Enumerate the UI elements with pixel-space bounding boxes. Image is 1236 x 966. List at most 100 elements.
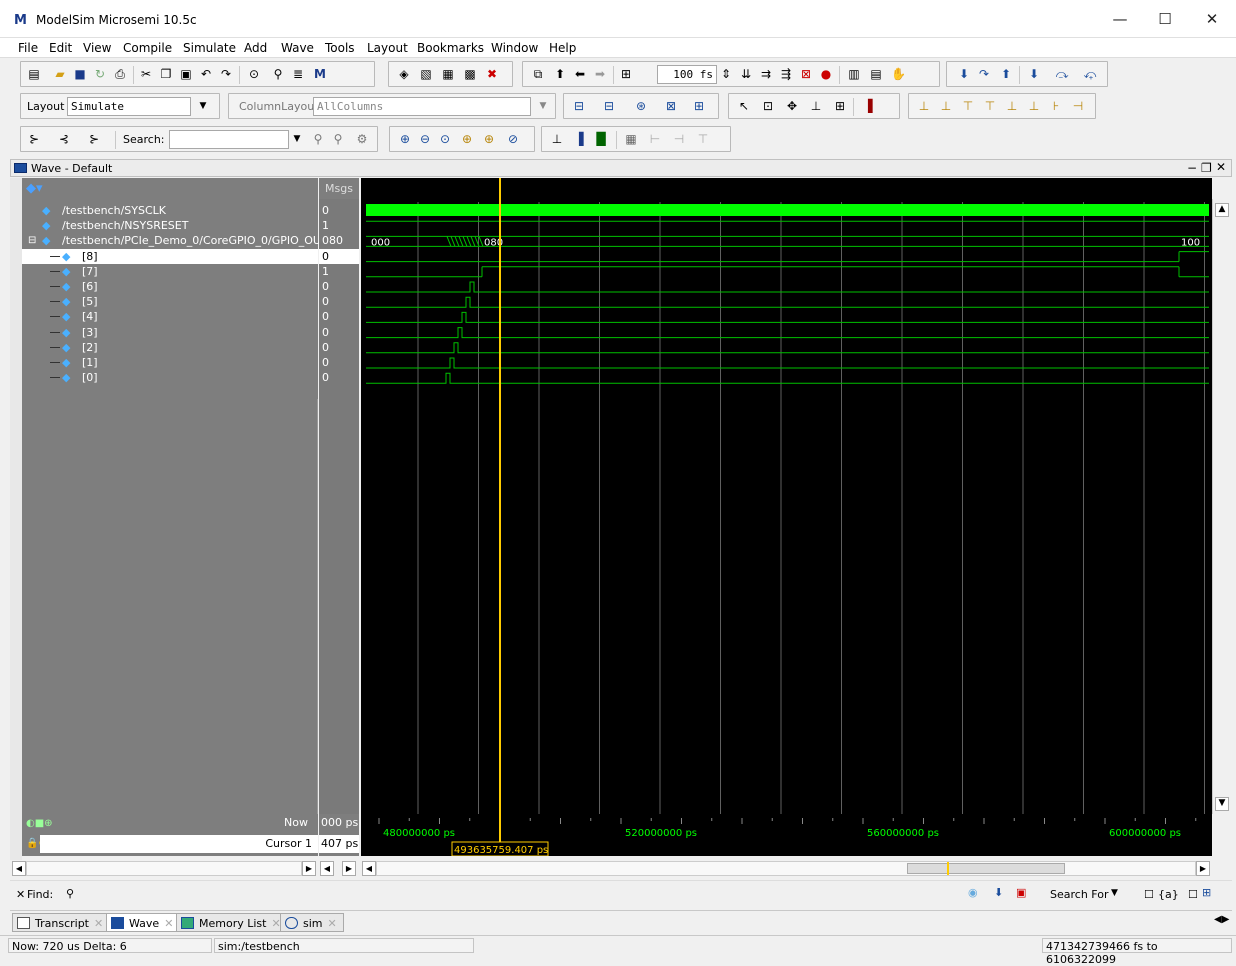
up-arrow-icon[interactable]: ⬆ bbox=[554, 67, 566, 81]
stretch-edge-icon[interactable]: ⊞ bbox=[693, 99, 705, 113]
stop-icon[interactable]: ✖ bbox=[486, 67, 498, 81]
tab-wave[interactable]: Wave ✕ bbox=[106, 913, 181, 932]
signal-row[interactable]: ◆ /testbench/SYSCLK bbox=[22, 203, 318, 218]
print-icon[interactable]: ⎙ bbox=[115, 67, 125, 81]
waveform-canvas[interactable]: 000 080 100 bbox=[361, 178, 1212, 814]
tab-close-icon[interactable]: ✕ bbox=[164, 917, 174, 930]
signal-row[interactable]: ◆ [1] bbox=[22, 355, 318, 370]
edit-wave-icon[interactable]: ⊛ bbox=[635, 99, 647, 113]
search-for-dropdown-icon[interactable]: ▼ bbox=[1111, 888, 1118, 898]
next-rising-icon[interactable]: ⊣ bbox=[1072, 99, 1084, 113]
zoom-cursor-icon[interactable]: ⊕ bbox=[461, 132, 473, 146]
insert-breakpoint-icon[interactable]: ⊟ bbox=[603, 99, 615, 113]
undo-icon[interactable]: ↶ bbox=[200, 67, 212, 81]
select-mode-icon[interactable]: ↖ bbox=[738, 99, 750, 113]
layout-select[interactable]: Simulate bbox=[67, 97, 191, 116]
zoom-in-icon[interactable]: ⊕ bbox=[399, 132, 411, 146]
prev-edge-icon[interactable]: ⊤ bbox=[962, 99, 974, 113]
run-icon[interactable]: ⇊ bbox=[740, 67, 752, 81]
scroll-up-icon[interactable]: ▲ bbox=[1215, 203, 1229, 217]
find-close-icon[interactable]: ✕ bbox=[16, 888, 26, 901]
name-scroll-right-icon[interactable]: ▶ bbox=[302, 861, 316, 876]
msg-scroll-right-icon[interactable]: ▶ bbox=[342, 861, 356, 876]
step-out-cfg-icon[interactable]: ⤽ bbox=[1083, 67, 1097, 81]
bookmark-next-icon[interactable]: ⊱ bbox=[88, 132, 100, 146]
wave-step-icon[interactable]: ⊤ bbox=[697, 132, 709, 146]
signal-row[interactable]: ◆ /testbench/NSYSRESET bbox=[22, 218, 318, 233]
run-length-spinner-icon[interactable]: ⇕ bbox=[720, 67, 732, 81]
menu-layout[interactable]: Layout bbox=[367, 41, 408, 55]
search-for-button[interactable]: Search For bbox=[1050, 888, 1109, 901]
wave-scroll-right-icon[interactable]: ▶ bbox=[1196, 861, 1210, 876]
waveform-pane[interactable]: 000 080 100 bbox=[361, 178, 1212, 814]
continue-icon[interactable]: ⇉ bbox=[760, 67, 772, 81]
menu-wave[interactable]: Wave bbox=[281, 41, 314, 55]
signal-row[interactable]: ◆ [4] bbox=[22, 309, 318, 324]
zoom-out-icon[interactable]: ⊖ bbox=[419, 132, 431, 146]
regex-checkbox[interactable]: ☐ bbox=[1188, 888, 1198, 901]
cut-icon[interactable]: ✂ bbox=[140, 67, 152, 81]
tab-close-icon[interactable]: ✕ bbox=[327, 917, 337, 930]
paste-icon[interactable]: ▣ bbox=[180, 67, 192, 81]
open-folder-icon[interactable]: ▰ bbox=[55, 67, 65, 81]
signal-row[interactable]: ◆ [0] bbox=[22, 370, 318, 385]
layout-dropdown-icon[interactable]: ▼ bbox=[199, 101, 207, 111]
search-back-icon[interactable]: ⚲ bbox=[333, 132, 343, 146]
measure-icon[interactable]: ⊞ bbox=[834, 99, 846, 113]
restore-icon[interactable]: ❐ bbox=[1201, 161, 1212, 175]
search-forward-icon[interactable]: ⚲ bbox=[313, 132, 323, 146]
hand-icon[interactable]: ✋ bbox=[891, 67, 906, 81]
signal-row[interactable]: ◆ [7] bbox=[22, 264, 318, 279]
wave-scroll-left-icon[interactable]: ◀ bbox=[362, 861, 376, 876]
wave-hscrollbar[interactable] bbox=[376, 861, 1196, 876]
tab-memory-list[interactable]: Memory List ✕ bbox=[176, 913, 288, 932]
zoom-full-icon[interactable]: ⊙ bbox=[439, 132, 451, 146]
save-icon[interactable]: ■ bbox=[74, 67, 86, 81]
collapse-icon[interactable]: ⊟ bbox=[28, 235, 37, 247]
simulate-icon[interactable]: ▦ bbox=[442, 67, 454, 81]
name-hscrollbar[interactable] bbox=[26, 861, 302, 876]
wave-hscroll-thumb[interactable] bbox=[907, 863, 1065, 874]
menu-file[interactable]: File bbox=[18, 41, 39, 55]
signal-row[interactable]: ◆ [6] bbox=[22, 279, 318, 294]
step-over-icon[interactable]: ↷ bbox=[978, 67, 990, 81]
memory-profile-icon[interactable]: ▤ bbox=[870, 67, 882, 81]
menu-edit[interactable]: Edit bbox=[49, 41, 73, 55]
step-into-icon[interactable]: ⬇ bbox=[1028, 67, 1040, 81]
pan-mode-icon[interactable]: ✥ bbox=[786, 99, 798, 113]
maximize-button[interactable]: ☐ bbox=[1158, 10, 1172, 28]
find-icon[interactable]: ⚲ bbox=[273, 67, 283, 81]
break-run-icon[interactable]: ⊠ bbox=[800, 67, 812, 81]
menu-tools[interactable]: Tools bbox=[325, 41, 355, 55]
signal-row[interactable]: ⊟ ◆ /testbench/PCIe_Demo_0/CoreGPIO_0/GPIO… bbox=[22, 233, 328, 248]
step-icon[interactable]: ⬇ bbox=[958, 67, 970, 81]
run-all-icon[interactable]: ⇶ bbox=[780, 67, 792, 81]
compile-icon[interactable]: ◈ bbox=[399, 67, 409, 81]
edit-mode-icon[interactable]: ⊥ bbox=[810, 99, 822, 113]
name-scroll-left-icon[interactable]: ◀ bbox=[12, 861, 26, 876]
find-next-icon[interactable]: ⬇ bbox=[994, 886, 1004, 899]
menu-help[interactable]: Help bbox=[549, 41, 577, 55]
bookmark-prev-icon[interactable]: ⊰ bbox=[58, 132, 70, 146]
performance-icon[interactable]: ▥ bbox=[848, 67, 860, 81]
find-prev-icon[interactable]: ◉ bbox=[968, 886, 978, 899]
search-dropdown-icon[interactable]: ▼ bbox=[293, 134, 301, 144]
bookmark-add-icon[interactable]: ⊱ bbox=[28, 132, 40, 146]
time-axis[interactable]: 480000000 ps 520000000 ps 560000000 ps 6000… bbox=[361, 814, 1227, 857]
wave-literal-icon[interactable]: ⊥ bbox=[551, 132, 563, 146]
column-layout-dropdown-icon[interactable]: ▼ bbox=[539, 101, 547, 111]
break-sim-icon[interactable]: ▩ bbox=[464, 67, 476, 81]
tab-close-icon[interactable]: ✕ bbox=[94, 917, 104, 930]
find-options-icon[interactable]: ⊞ bbox=[1202, 886, 1212, 899]
hierarchy-icon[interactable]: ≣ bbox=[292, 67, 304, 81]
menu-compile[interactable]: Compile bbox=[123, 41, 173, 55]
modelsim-icon[interactable]: M bbox=[314, 67, 326, 81]
break-icon[interactable]: ⊙ bbox=[248, 67, 260, 81]
zoom-last-icon[interactable]: ⊘ bbox=[507, 132, 519, 146]
next-falling-icon[interactable]: ⊥ bbox=[1028, 99, 1040, 113]
close-button[interactable]: ✕ bbox=[1205, 10, 1219, 28]
zoom-mode-icon[interactable]: ⊡ bbox=[762, 99, 774, 113]
new-file-icon[interactable]: ▤ bbox=[28, 67, 40, 81]
find-highlight-icon[interactable]: ▣ bbox=[1016, 886, 1027, 899]
copy-icon[interactable]: ❐ bbox=[160, 67, 172, 81]
